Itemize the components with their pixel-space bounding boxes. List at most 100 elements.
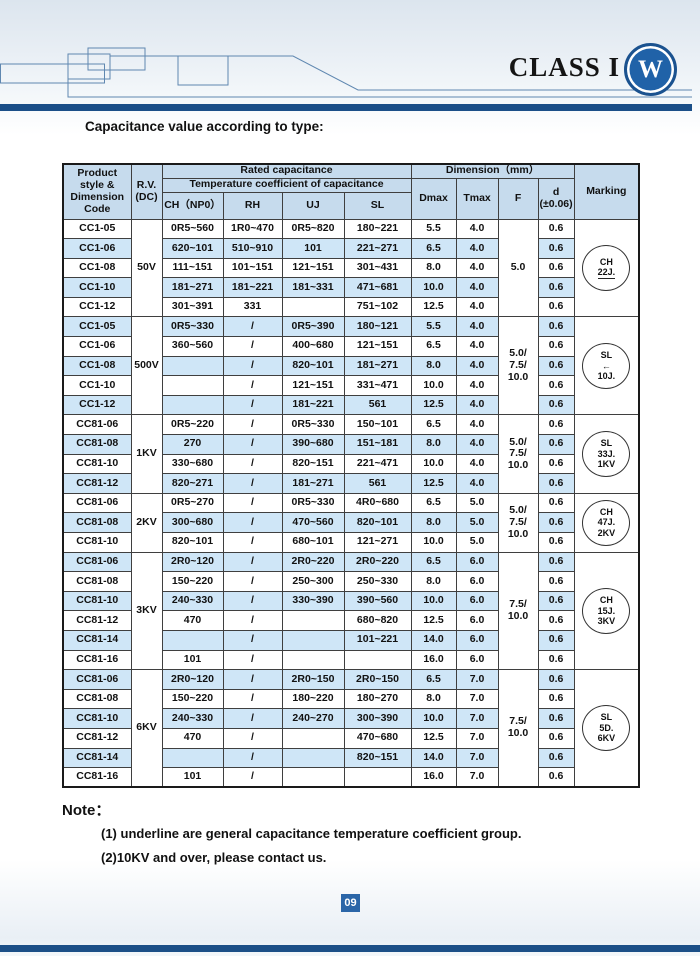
cell-dmax: 6.5 xyxy=(410,414,457,436)
cell-uj: 101 xyxy=(281,238,345,259)
cell-ch-np0: 620~101 xyxy=(161,238,224,259)
cell-ch-np0: 150~220 xyxy=(161,571,224,592)
table-row: CC1-10 181~271 181~221 181~331 471~681 10.0 4.… xyxy=(62,277,639,298)
cell-d: 0.6 xyxy=(537,512,575,533)
cell-ch-np0: 101 xyxy=(161,767,224,788)
cell-uj: 820~151 xyxy=(281,453,345,475)
marking-line: SL xyxy=(600,712,613,723)
cell-uj xyxy=(281,767,345,788)
cell-uj xyxy=(281,747,345,769)
cell-dmax: 6.5 xyxy=(410,492,457,514)
cell-product-code: CC81-06 xyxy=(62,492,132,514)
marking-line: CH xyxy=(599,594,613,605)
cell-ch-np0: 330~680 xyxy=(161,453,224,475)
cell-d: 0.6 xyxy=(537,492,575,514)
cell-tmax: 4.0 xyxy=(455,296,499,318)
cell-dmax: 10.0 xyxy=(410,453,457,475)
cell-dmax: 10.0 xyxy=(410,708,457,729)
cell-uj: 2R0~150 xyxy=(281,669,345,690)
cell-dmax: 8.0 xyxy=(410,571,457,592)
cell-sl: 751~102 xyxy=(343,296,412,318)
cell-rh: / xyxy=(222,571,283,592)
cell-uj: 0R5~820 xyxy=(281,218,345,240)
table-row: CC81-08 300~680/470~560 820~101 8.0 5.0 0.6 xyxy=(62,512,639,533)
table-row: CC1-10 /121~151 331~471 10.0 4.0 0.6 xyxy=(62,375,639,396)
cell-sl xyxy=(343,767,412,788)
cell-dmax: 12.5 xyxy=(410,296,457,318)
cell-dmax: 6.5 xyxy=(410,551,457,573)
cell-dmax: 12.5 xyxy=(410,473,457,494)
cell-tmax: 7.0 xyxy=(455,669,499,690)
cell-rh: / xyxy=(222,355,283,377)
table-row: CC1-12 301~391 331 751~102 12.5 4.0 0.6 xyxy=(62,296,639,318)
cell-d: 0.6 xyxy=(537,473,575,494)
cell-d: 0.6 xyxy=(537,747,575,769)
cell-product-code: CC81-08 xyxy=(62,688,132,710)
cell-product-code: CC1-06 xyxy=(62,336,132,357)
cell-uj: 2R0~220 xyxy=(281,551,345,573)
cell-product-code: CC1-08 xyxy=(62,257,132,279)
cell-product-code: CC81-12 xyxy=(62,727,132,749)
cell-sl: 390~560 xyxy=(343,590,412,612)
cell-uj: 470~560 xyxy=(281,512,345,533)
cell-product-code: CC81-06 xyxy=(62,414,132,436)
cell-rated-voltage: 500V xyxy=(130,316,163,416)
header-uj: UJ xyxy=(281,191,345,220)
cell-tmax: 6.0 xyxy=(455,571,499,592)
cell-ch-np0: 470 xyxy=(161,727,224,749)
cell-ch-np0: 470 xyxy=(161,610,224,631)
cell-product-code: CC81-06 xyxy=(62,551,132,573)
cell-rated-voltage: 2KV xyxy=(130,492,163,553)
cell-rh: / xyxy=(222,727,283,749)
cell-d: 0.6 xyxy=(537,257,575,279)
cell-f: 5.0/ 7.5/ 10.0 xyxy=(497,316,539,416)
cell-tmax: 6.0 xyxy=(455,629,499,651)
marking-line: SL xyxy=(600,350,613,361)
cell-rh: 101~151 xyxy=(222,257,283,279)
cell-uj: 181~331 xyxy=(281,277,345,298)
cell-sl: 250~330 xyxy=(343,571,412,592)
cell-d: 0.6 xyxy=(537,532,575,553)
cell-product-code: CC81-06 xyxy=(62,669,132,690)
cell-d: 0.6 xyxy=(537,610,575,631)
cell-uj xyxy=(281,649,345,671)
cell-sl: 680~820 xyxy=(343,610,412,631)
cell-rh: 1R0~470 xyxy=(222,218,283,240)
cell-sl: 561 xyxy=(343,394,412,416)
cell-dmax: 8.0 xyxy=(410,688,457,710)
cell-marking: CH 22J. xyxy=(573,218,640,318)
cell-tmax: 4.0 xyxy=(455,316,499,338)
cell-uj xyxy=(281,629,345,651)
cell-rh: / xyxy=(222,708,283,729)
cell-d: 0.6 xyxy=(537,316,575,338)
header-tmax: Tmax xyxy=(455,177,499,220)
table-row: CC81-06 1KV 0R5~220/0R5~330 150~101 6.5 4.0 5.… xyxy=(62,414,640,494)
cell-d: 0.6 xyxy=(537,218,575,240)
cell-rh: / xyxy=(222,590,283,612)
cell-tmax: 4.0 xyxy=(455,414,499,436)
cell-uj: 250~300 xyxy=(281,571,345,592)
cell-sl: 221~471 xyxy=(343,453,412,475)
cell-tmax: 7.0 xyxy=(455,688,499,710)
cell-dmax: 12.5 xyxy=(410,610,457,631)
cell-tmax: 4.0 xyxy=(455,394,499,416)
marking-line: CH xyxy=(599,256,613,267)
cell-rh: / xyxy=(222,532,283,553)
table-row: CC81-12 470/ 470~680 12.5 7.0 0.6 xyxy=(62,727,639,749)
marking-line: CH xyxy=(599,506,613,517)
cell-d: 0.6 xyxy=(537,434,575,455)
note-title: Note： xyxy=(62,802,111,819)
cell-uj: 240~270 xyxy=(281,708,345,729)
cell-rh: / xyxy=(222,414,283,436)
marking-circle: CH 47J. 2KV xyxy=(582,499,631,546)
header-ch-np0: CH（NP0） xyxy=(161,191,224,220)
note-item: (1) underline are general capacitance te… xyxy=(101,826,522,841)
cell-rh: / xyxy=(222,394,283,416)
marking-circle: CH 15J. 3KV xyxy=(582,587,631,634)
cell-d: 0.6 xyxy=(537,649,575,671)
cell-product-code: CC81-10 xyxy=(62,590,132,612)
cell-marking: CH 47J. 2KV xyxy=(573,492,640,553)
cell-tmax: 6.0 xyxy=(455,551,499,573)
cell-rh: / xyxy=(222,453,283,475)
